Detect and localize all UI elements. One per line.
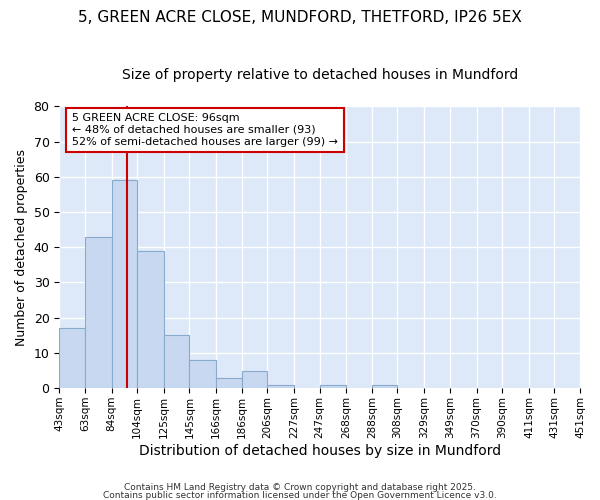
Bar xyxy=(190,360,216,388)
Bar xyxy=(216,378,242,388)
Bar xyxy=(85,236,112,388)
Text: Contains HM Land Registry data © Crown copyright and database right 2025.: Contains HM Land Registry data © Crown c… xyxy=(124,484,476,492)
Y-axis label: Number of detached properties: Number of detached properties xyxy=(15,148,28,346)
X-axis label: Distribution of detached houses by size in Mundford: Distribution of detached houses by size … xyxy=(139,444,501,458)
Bar xyxy=(242,370,268,388)
Title: Size of property relative to detached houses in Mundford: Size of property relative to detached ho… xyxy=(122,68,518,82)
Bar xyxy=(59,328,85,388)
Bar xyxy=(137,251,164,388)
Text: Contains public sector information licensed under the Open Government Licence v3: Contains public sector information licen… xyxy=(103,490,497,500)
Bar xyxy=(268,384,294,388)
Text: 5 GREEN ACRE CLOSE: 96sqm
← 48% of detached houses are smaller (93)
52% of semi-: 5 GREEN ACRE CLOSE: 96sqm ← 48% of detac… xyxy=(72,114,338,146)
Text: 5, GREEN ACRE CLOSE, MUNDFORD, THETFORD, IP26 5EX: 5, GREEN ACRE CLOSE, MUNDFORD, THETFORD,… xyxy=(78,10,522,25)
Bar xyxy=(112,180,137,388)
Bar xyxy=(164,336,190,388)
Bar xyxy=(372,384,397,388)
Bar xyxy=(320,384,346,388)
